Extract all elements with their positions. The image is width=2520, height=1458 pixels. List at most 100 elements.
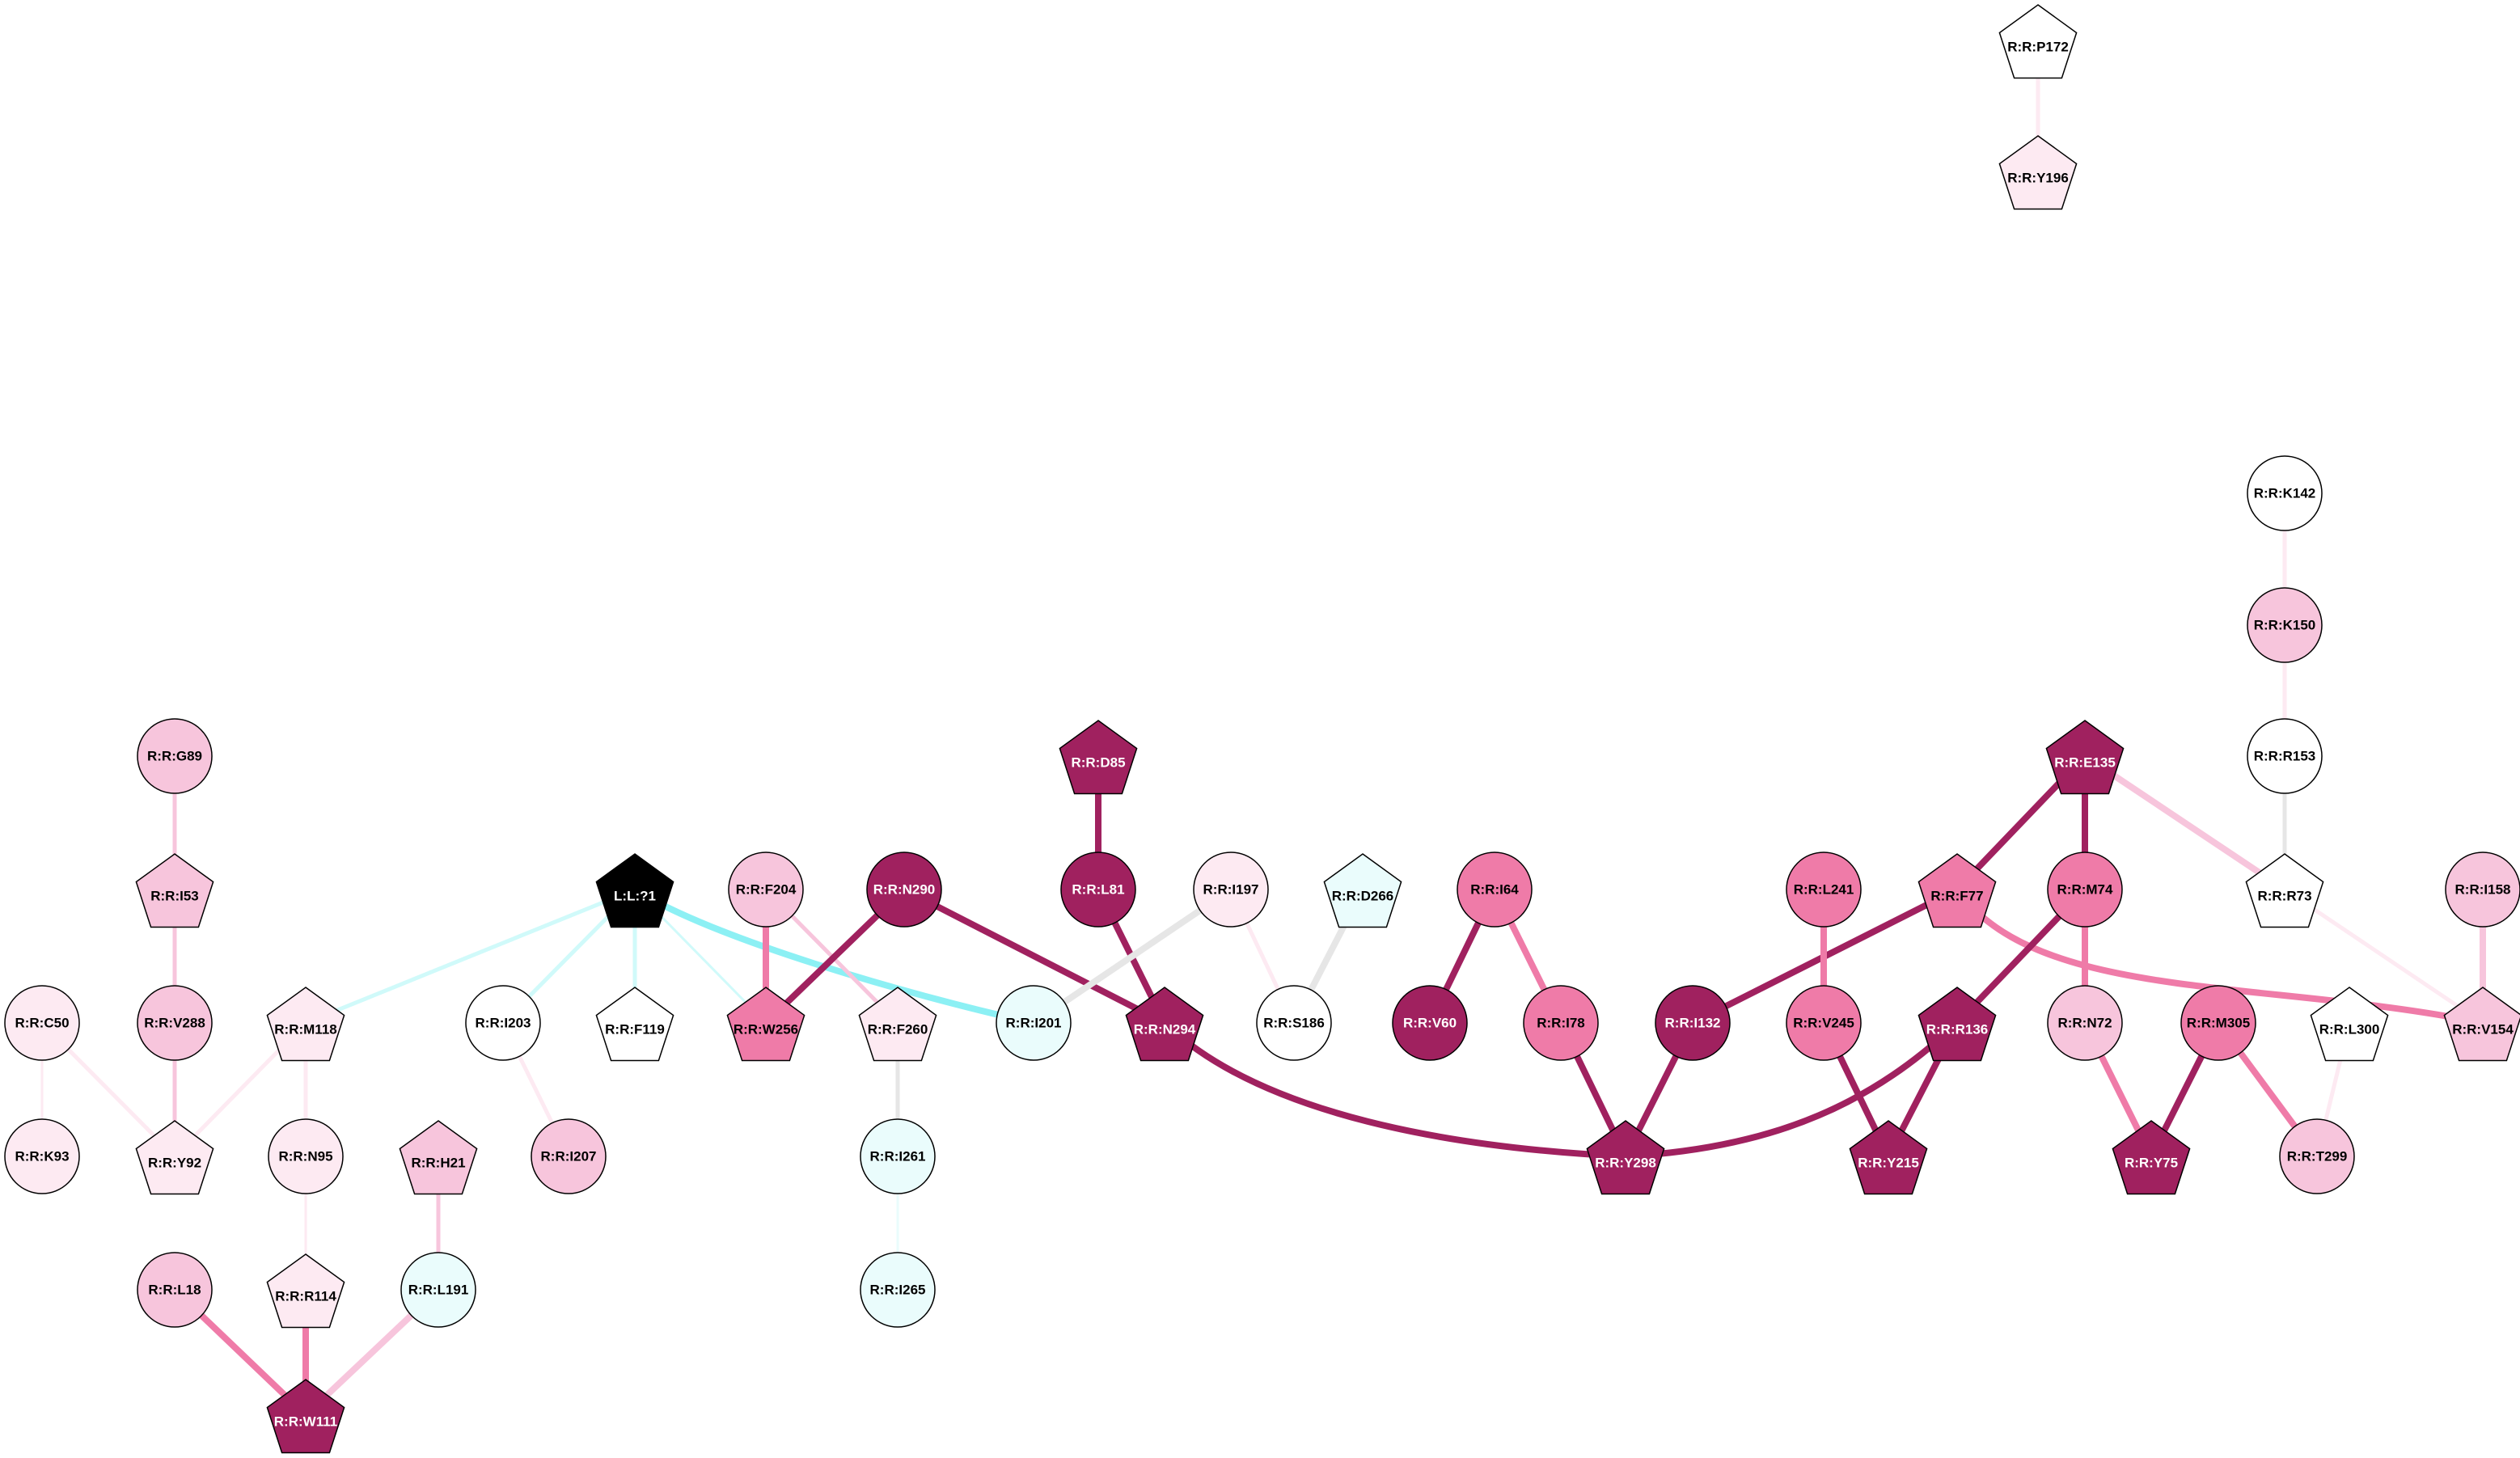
- node-label: R:R:R153: [2254, 749, 2316, 764]
- node-r-r-l241[interactable]: R:R:L241: [1786, 852, 1862, 928]
- node-r-r-m118[interactable]: R:R:M118: [266, 987, 345, 1062]
- node-r-r-k93[interactable]: R:R:K93: [4, 1118, 80, 1194]
- pentagon-node-shape: [726, 987, 805, 1062]
- node-label: R:R:R73: [2257, 889, 2311, 904]
- circle-node-shape: [137, 718, 213, 794]
- circle-node-shape: [4, 1118, 80, 1194]
- node-label: R:R:I78: [1537, 1016, 1585, 1031]
- node-label: R:R:V245: [1793, 1016, 1854, 1031]
- pentagon-node-shape: [266, 1379, 345, 1454]
- node-label: R:R:M118: [274, 1022, 336, 1038]
- node-r-r-y215[interactable]: R:R:Y215: [1849, 1120, 1928, 1195]
- node-label: R:R:Y298: [1595, 1156, 1656, 1171]
- node-r-r-i265[interactable]: R:R:I265: [860, 1252, 936, 1328]
- node-r-r-p172[interactable]: R:R:P172: [1998, 4, 2078, 79]
- node-label: L:L:?1: [614, 889, 656, 904]
- node-r-r-i64[interactable]: R:R:I64: [1457, 852, 1533, 928]
- node-r-r-r114[interactable]: R:R:R114: [266, 1253, 345, 1329]
- node-label: R:R:M74: [2057, 882, 2113, 898]
- node-r-r-r73[interactable]: R:R:R73: [2245, 853, 2324, 928]
- node-label: R:R:C50: [15, 1016, 69, 1031]
- node-label: R:R:F204: [736, 882, 797, 898]
- node-r-r-m74[interactable]: R:R:M74: [2047, 852, 2123, 928]
- node-r-r-k150[interactable]: R:R:K150: [2247, 587, 2323, 663]
- node-label: R:R:L18: [148, 1283, 201, 1298]
- node-r-r-r153[interactable]: R:R:R153: [2247, 718, 2323, 794]
- node-r-r-n72[interactable]: R:R:N72: [2047, 985, 2123, 1061]
- node-r-r-n290[interactable]: R:R:N290: [866, 852, 942, 928]
- node-r-r-v245[interactable]: R:R:V245: [1786, 985, 1862, 1061]
- node-r-r-v60[interactable]: R:R:V60: [1392, 985, 1468, 1061]
- node-label: R:R:T299: [2287, 1149, 2348, 1164]
- node-r-r-w111[interactable]: R:R:W111: [266, 1379, 345, 1454]
- circle-node-shape: [400, 1252, 476, 1328]
- node-r-r-l81[interactable]: R:R:L81: [1060, 852, 1136, 928]
- edge-l-l-1-to-r-r-i201: [632, 886, 1034, 1026]
- node-label: R:R:D85: [1071, 755, 1125, 771]
- node-label: R:R:Y215: [1858, 1156, 1919, 1171]
- node-r-r-g89[interactable]: R:R:G89: [137, 718, 213, 794]
- circle-node-shape: [1193, 852, 1269, 928]
- node-r-r-y196[interactable]: R:R:Y196: [1998, 135, 2078, 210]
- node-r-r-y92[interactable]: R:R:Y92: [135, 1120, 214, 1195]
- node-label: R:R:N290: [873, 882, 936, 898]
- circle-node-shape: [2279, 1118, 2355, 1194]
- circle-node-shape: [1060, 852, 1136, 928]
- node-label: R:R:Y75: [2125, 1156, 2178, 1171]
- node-r-r-s186[interactable]: R:R:S186: [1256, 985, 1332, 1061]
- node-r-r-i78[interactable]: R:R:I78: [1523, 985, 1599, 1061]
- node-r-r-i261[interactable]: R:R:I261: [860, 1118, 936, 1194]
- node-r-r-n294[interactable]: R:R:N294: [1125, 987, 1204, 1062]
- node-r-r-y75[interactable]: R:R:Y75: [2112, 1120, 2191, 1195]
- node-label: R:R:K93: [15, 1149, 69, 1164]
- node-label: R:R:I207: [541, 1149, 597, 1164]
- node-r-r-e135[interactable]: R:R:E135: [2045, 720, 2125, 795]
- node-label: R:R:I203: [476, 1016, 531, 1031]
- node-label: R:R:P172: [2007, 40, 2069, 55]
- node-r-r-i197[interactable]: R:R:I197: [1193, 852, 1269, 928]
- node-label: R:R:V288: [144, 1016, 205, 1031]
- node-r-r-m305[interactable]: R:R:M305: [2180, 985, 2256, 1061]
- node-r-r-v288[interactable]: R:R:V288: [137, 985, 213, 1061]
- pentagon-node-shape: [2245, 853, 2324, 928]
- node-r-r-f260[interactable]: R:R:F260: [858, 987, 937, 1062]
- node-r-r-l191[interactable]: R:R:L191: [400, 1252, 476, 1328]
- node-r-r-l300[interactable]: R:R:L300: [2310, 987, 2389, 1062]
- node-r-r-c50[interactable]: R:R:C50: [4, 985, 80, 1061]
- node-label: R:R:I265: [870, 1283, 926, 1298]
- node-r-r-i201[interactable]: R:R:I201: [996, 985, 1072, 1061]
- node-r-r-l18[interactable]: R:R:L18: [137, 1252, 213, 1328]
- node-r-r-i132[interactable]: R:R:I132: [1655, 985, 1731, 1061]
- node-r-r-f77[interactable]: R:R:F77: [1917, 853, 1997, 928]
- node-r-r-h21[interactable]: R:R:H21: [399, 1120, 478, 1195]
- node-r-r-i203[interactable]: R:R:I203: [465, 985, 541, 1061]
- node-r-r-w256[interactable]: R:R:W256: [726, 987, 805, 1062]
- edge-r-r-e135-to-r-r-r73: [2082, 753, 2287, 893]
- node-r-r-i158[interactable]: R:R:I158: [2445, 852, 2520, 928]
- node-r-r-f119[interactable]: R:R:F119: [595, 987, 674, 1062]
- node-label: R:R:I158: [2455, 882, 2511, 898]
- circle-node-shape: [2247, 718, 2323, 794]
- edge-r-r-r136-to-r-r-y298: [1625, 1021, 1960, 1160]
- node-label: R:R:I132: [1665, 1016, 1721, 1031]
- circle-node-shape: [2247, 455, 2323, 531]
- node-r-r-f204[interactable]: R:R:F204: [728, 852, 804, 928]
- circle-node-shape: [860, 1118, 936, 1194]
- node-r-r-d266[interactable]: R:R:D266: [1323, 853, 1402, 928]
- node-r-r-n95[interactable]: R:R:N95: [268, 1118, 344, 1194]
- node-r-r-i53[interactable]: R:R:I53: [135, 853, 214, 928]
- node-label: R:R:F77: [1930, 889, 1983, 904]
- node-r-r-v154[interactable]: R:R:V154: [2443, 987, 2520, 1062]
- node-label: R:R:D266: [1332, 889, 1394, 904]
- node-r-r-i207[interactable]: R:R:I207: [531, 1118, 607, 1194]
- node-r-r-k142[interactable]: R:R:K142: [2247, 455, 2323, 531]
- node-r-r-t299[interactable]: R:R:T299: [2279, 1118, 2355, 1194]
- pentagon-node-shape: [595, 987, 674, 1062]
- node-l-l-1[interactable]: L:L:?1: [595, 853, 674, 928]
- node-r-r-r136[interactable]: R:R:R136: [1917, 987, 1997, 1062]
- node-label: R:R:N294: [1134, 1022, 1196, 1038]
- node-r-r-y298[interactable]: R:R:Y298: [1586, 1120, 1665, 1195]
- node-r-r-d85[interactable]: R:R:D85: [1059, 720, 1138, 795]
